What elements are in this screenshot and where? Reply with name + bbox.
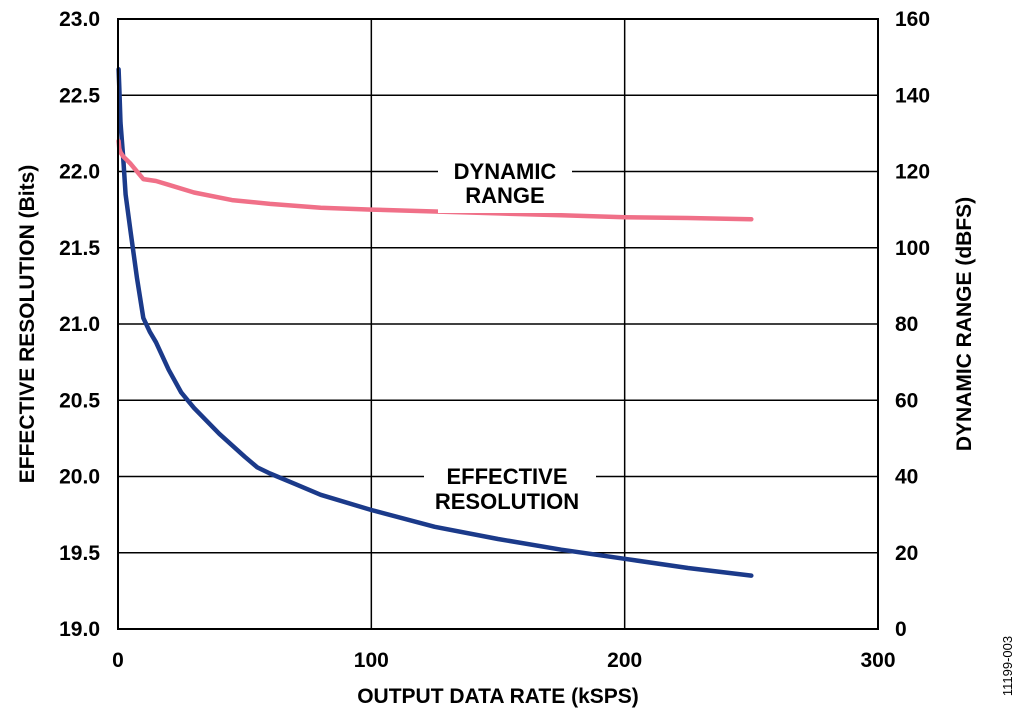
right-tick-label: 60	[895, 389, 918, 412]
x-tick-label: 300	[860, 649, 895, 672]
left-tick-label: 20.0	[59, 466, 100, 489]
x-tick-label: 0	[112, 649, 124, 672]
plot-frame	[117, 18, 879, 630]
left-tick-label: 19.0	[59, 618, 100, 641]
dynamic-range-label-line2: RANGE	[465, 183, 544, 208]
x-tick-label: 100	[354, 649, 389, 672]
left-tick-label: 20.5	[59, 389, 100, 412]
series-lines	[116, 67, 754, 578]
right-tick-label: 160	[895, 8, 930, 31]
dynamic-range-label-mask	[438, 157, 572, 213]
dynamic-range-label-line1: DYNAMIC	[454, 159, 557, 184]
right-axis-title: DYNAMIC RANGE (dBFS)	[953, 197, 976, 451]
effective-resolution-label-mask	[424, 461, 596, 517]
left-tick-label: 23.0	[59, 8, 100, 31]
left-axis-ticks: 19.0 19.5 20.0 20.5 21.0 21.5 22.0 22.5 23.0	[59, 8, 100, 641]
right-tick-label: 20	[895, 542, 918, 565]
right-axis-ticks: 0 20 40 60 80 100 120 140 160	[895, 8, 930, 641]
effective-resolution-label-line2: RESOLUTION	[435, 489, 579, 514]
right-tick-label: 140	[895, 84, 930, 107]
x-tick-label: 200	[607, 649, 642, 672]
effective-resolution-label-line1: EFFECTIVE	[446, 464, 567, 489]
left-tick-label: 21.5	[59, 237, 100, 260]
figure-id: 11199-003	[1000, 636, 1015, 696]
right-tick-label: 80	[895, 313, 918, 336]
effective-resolution-line	[116, 67, 754, 578]
left-tick-label: 19.5	[59, 542, 100, 565]
left-axis-title: EFFECTIVE RESOLUTION (Bits)	[16, 165, 39, 484]
left-tick-label: 22.5	[59, 84, 100, 107]
right-tick-label: 0	[895, 618, 907, 641]
x-axis-ticks: 0 100 200 300	[112, 649, 895, 672]
left-tick-label: 21.0	[59, 313, 100, 336]
right-tick-label: 40	[895, 466, 918, 489]
right-tick-label: 100	[895, 237, 930, 260]
dynamic-range-line	[116, 138, 754, 222]
x-axis-title: OUTPUT DATA RATE (kSPS)	[357, 685, 639, 708]
left-tick-label: 22.0	[59, 161, 100, 184]
right-tick-label: 120	[895, 161, 930, 184]
